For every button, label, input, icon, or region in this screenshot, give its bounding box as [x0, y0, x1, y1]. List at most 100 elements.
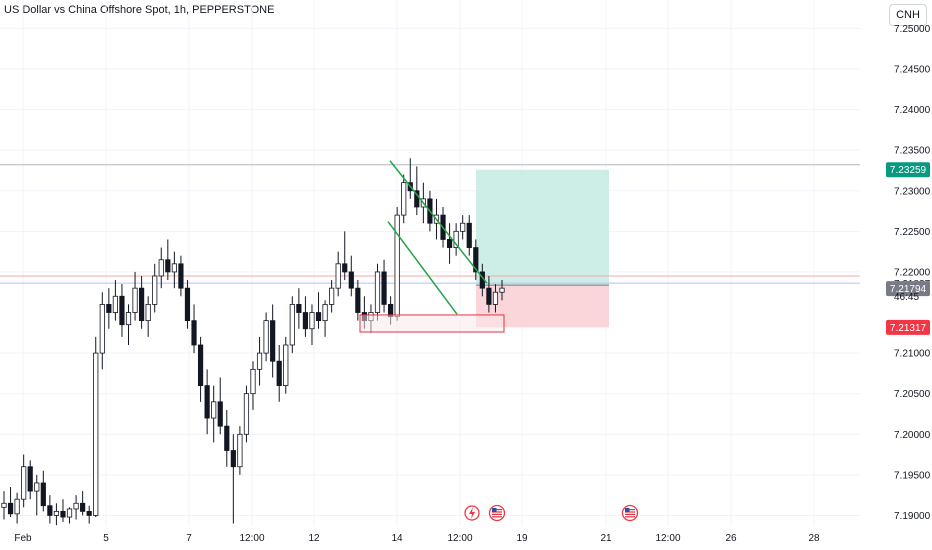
candle-body	[355, 287, 361, 313]
x-tick-label: 12	[308, 533, 320, 544]
candle-body	[66, 508, 73, 518]
x-tick-label: 7	[186, 533, 192, 544]
candle-body	[191, 320, 197, 346]
candle-body	[374, 271, 381, 313]
candle-body	[283, 344, 289, 386]
price-tag-stop: 7.21317	[886, 319, 930, 335]
us-flag-event-icon	[488, 504, 506, 522]
candle-body	[276, 360, 282, 386]
price-plot[interactable]	[0, 0, 860, 526]
candle-body	[171, 263, 177, 273]
x-tick-label: 12:00	[239, 533, 264, 544]
position-zones	[0, 164, 860, 328]
candle-body	[47, 505, 53, 516]
price-tag-last: 7.21794	[886, 281, 930, 297]
price-scale[interactable]: 7.25000 7.24500 7.24000 7.23500 7.23000 7.225…	[860, 0, 932, 526]
candle-body	[401, 182, 407, 216]
drawings	[359, 160, 505, 333]
candle-body	[112, 295, 118, 313]
candle-body	[296, 303, 302, 313]
candle-body	[256, 352, 263, 370]
candle-body	[1, 502, 7, 508]
svg-text:7.21317: 7.21317	[890, 323, 927, 334]
candle-body	[53, 510, 60, 516]
y-tick-label: 7.24500	[894, 64, 931, 75]
candle-body	[414, 190, 420, 208]
candle-body	[348, 271, 354, 289]
candle-body	[132, 287, 138, 313]
candle-body	[7, 502, 14, 515]
x-tick-label: 19	[516, 533, 528, 544]
channel-lower-line	[387, 221, 458, 315]
y-tick-label: 7.24000	[894, 105, 931, 116]
candle-body	[197, 344, 204, 386]
candle-body	[315, 312, 322, 322]
y-tick-labels: 7.25000 7.24500 7.24000 7.23500 7.23000 7.225…	[894, 24, 931, 522]
candle-body	[60, 510, 66, 518]
candle-body	[119, 295, 125, 326]
candle-body	[473, 247, 479, 273]
candle-body	[86, 510, 92, 516]
candle-body	[322, 303, 328, 322]
candle-body	[139, 287, 145, 322]
x-tick-label: 21	[600, 533, 612, 544]
y-tick-label: 7.22000	[894, 267, 931, 278]
candle-body	[184, 287, 191, 322]
candle-body	[394, 214, 400, 317]
y-tick-label: 7.20000	[894, 430, 931, 441]
us-flag-event-icon	[621, 504, 639, 522]
x-tick-label: 5	[103, 533, 109, 544]
bar-countdown: 46:45	[894, 292, 919, 303]
y-tick-label: 7.25000	[894, 24, 931, 35]
y-tick-label: 7.19500	[894, 470, 931, 481]
candle-body	[27, 466, 33, 492]
y-tick-label: 7.23500	[894, 146, 931, 157]
price-tag-target: 7.23259	[886, 162, 930, 178]
candle-body	[178, 263, 184, 289]
candle-body	[204, 385, 210, 419]
candle-body	[243, 393, 250, 435]
support-box	[359, 314, 505, 333]
currency-button[interactable]: CNH	[889, 4, 927, 26]
candle-body	[230, 450, 236, 468]
candle-body	[335, 263, 341, 289]
candle-body	[34, 482, 40, 492]
candle-body	[40, 482, 46, 507]
candle-body	[93, 352, 99, 516]
candle-body	[446, 239, 453, 248]
candle-body	[499, 287, 505, 293]
y-tick-label: 7.19000	[894, 511, 931, 522]
candle-body	[158, 259, 164, 277]
flash-event-icon	[464, 505, 480, 521]
candle-body	[237, 433, 243, 468]
x-tick-label: 12:00	[655, 533, 680, 544]
candle-body	[342, 263, 348, 273]
candle-body	[381, 271, 387, 305]
x-tick-label: 14	[391, 533, 403, 544]
svg-text:7.21794: 7.21794	[890, 284, 927, 295]
y-tick-label: 7.23000	[894, 186, 931, 197]
candle-body	[492, 291, 499, 305]
candle-body	[145, 303, 151, 322]
candle-body	[21, 466, 27, 500]
candle-body	[80, 502, 86, 512]
candle-body	[125, 312, 132, 326]
x-tick-label: 26	[725, 533, 737, 544]
candle-body	[217, 401, 223, 427]
candle-body	[302, 312, 309, 330]
x-tick-label: 12:00	[447, 533, 472, 544]
x-tick-labels: Feb 5 7 12:00 12 14 12:00 19 21 12:00 26 28	[14, 533, 820, 544]
x-tick-label: Feb	[14, 533, 32, 544]
candle-body	[224, 425, 230, 451]
candle-body	[460, 222, 466, 232]
channel-upper-line	[389, 160, 488, 284]
candle-body	[211, 401, 217, 419]
candle-body	[466, 222, 472, 248]
candle-body	[99, 303, 105, 354]
candle-body	[165, 259, 171, 273]
candle-body	[152, 275, 158, 305]
event-markers	[464, 504, 639, 522]
time-axis[interactable]: Feb 5 7 12:00 12 14 12:00 19 21 12:00 26 28	[0, 526, 932, 550]
grid-lines	[0, 0, 860, 526]
